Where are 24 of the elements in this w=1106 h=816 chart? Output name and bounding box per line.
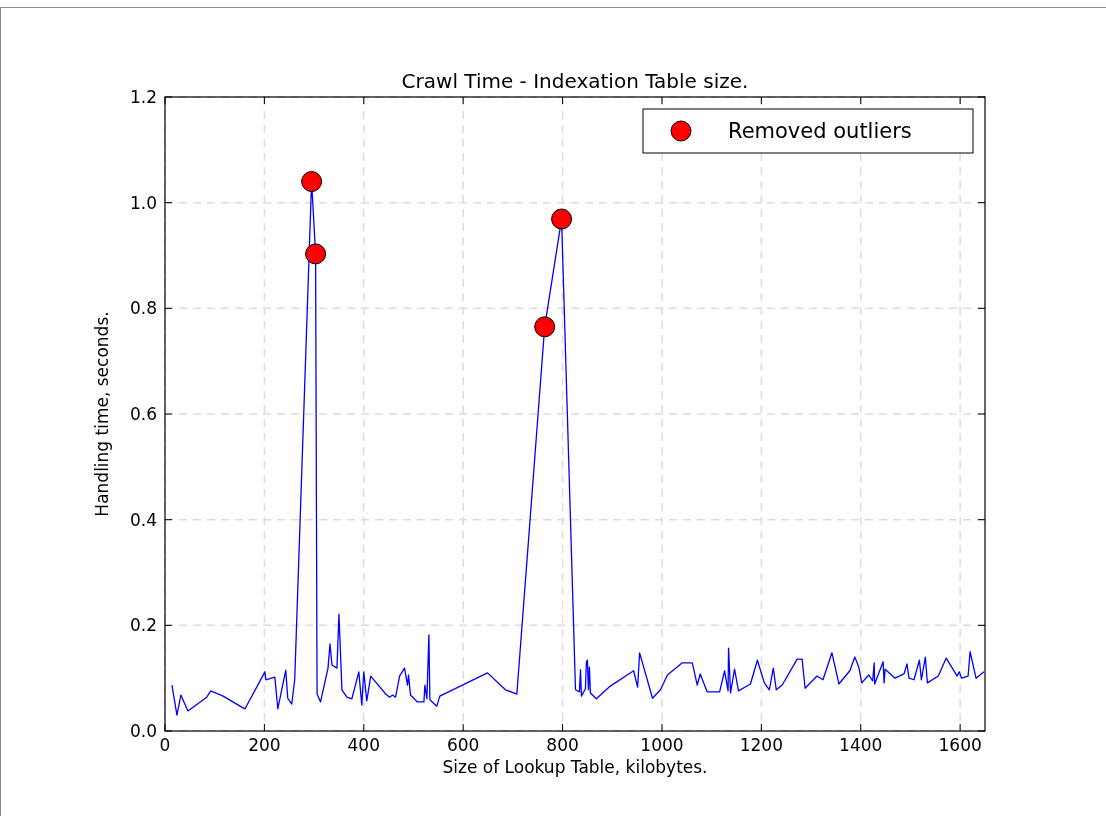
x-tick-label: 200 [248, 735, 281, 755]
x-tick-label: 800 [546, 735, 579, 755]
x-tick-label: 600 [446, 735, 480, 755]
x-tick-label: 1200 [739, 735, 783, 755]
y-tick-label: 0.2 [129, 615, 157, 636]
x-tick-label: 1400 [839, 735, 883, 755]
y-tick-label: 0.6 [129, 403, 157, 424]
chart-title: Crawl Time - Indexation Table size. [401, 69, 749, 93]
x-tick-label: 0 [159, 735, 171, 755]
y-axis-title: Handling time, seconds. [92, 311, 112, 517]
y-tick-label: 1.0 [129, 192, 157, 213]
y-tick-label: 0.8 [129, 298, 157, 319]
x-tick-label: 1000 [640, 735, 684, 755]
point [301, 171, 323, 193]
y-tick-label: 0.0 [129, 720, 157, 741]
y-tick-label: 1.2 [129, 86, 157, 107]
point [551, 208, 573, 230]
point [534, 316, 556, 338]
y-tick-label: 0.4 [129, 509, 157, 530]
legend-label: Removed outliers [728, 119, 912, 144]
x-tick-label: 400 [347, 735, 381, 755]
point [305, 243, 327, 265]
x-tick-label: 1600 [938, 735, 982, 755]
x-axis-title: Size of Lookup Table, kilobytes. [442, 757, 708, 777]
